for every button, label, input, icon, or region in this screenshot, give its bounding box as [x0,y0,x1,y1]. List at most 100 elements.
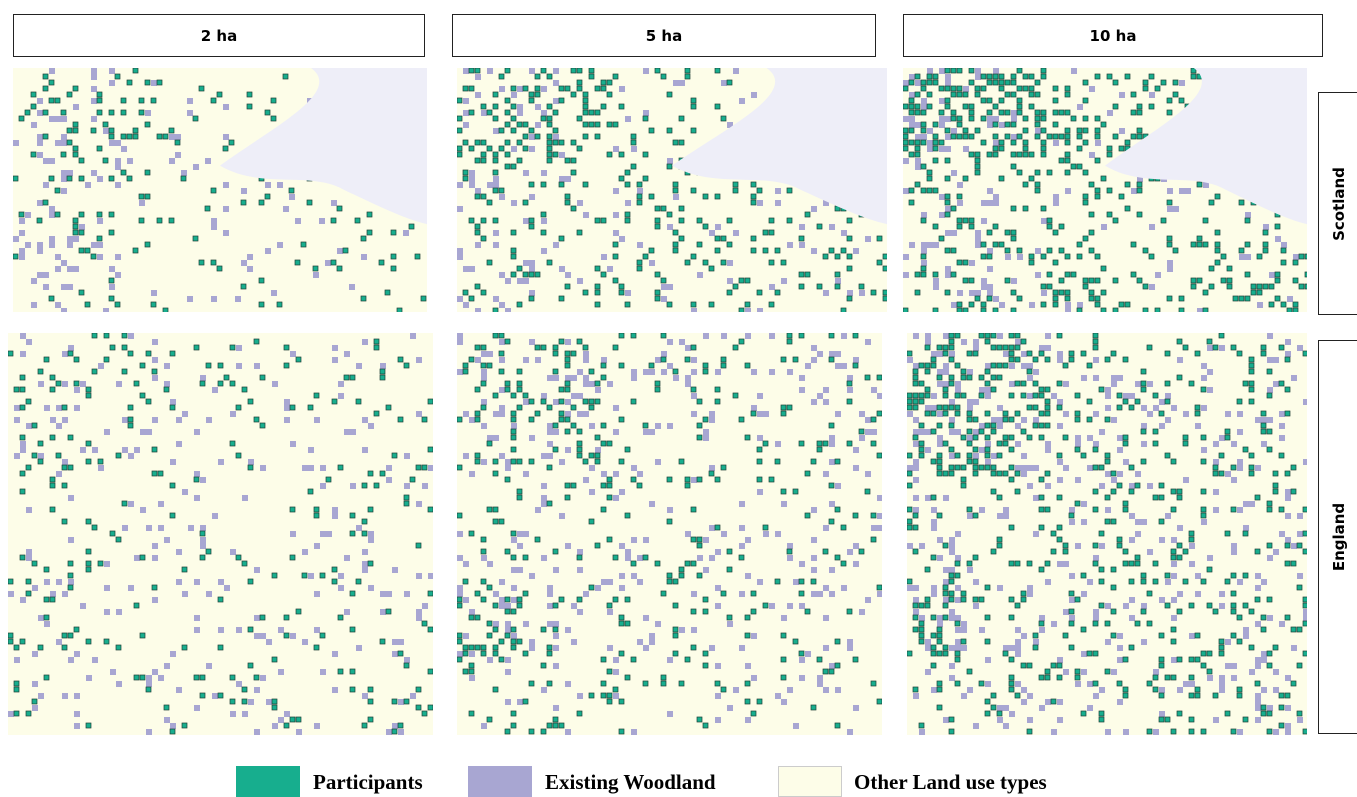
participant-cell [558,295,565,302]
participant-cell [726,79,733,86]
participant-cell [1200,650,1207,657]
participant-cell [960,476,967,483]
participant-cell [1182,578,1189,585]
participant-cell [540,68,547,74]
woodland-cell [14,453,20,459]
woodland-cell [1141,519,1147,525]
participant-cell [996,440,1003,447]
participant-cell [720,235,727,242]
woodland-cell [945,74,951,80]
participant-cell [984,338,991,345]
participant-cell [319,632,326,639]
participant-cell [930,632,937,639]
woodland-cell [535,122,541,128]
participant-cell [558,139,565,146]
woodland-cell [26,339,32,345]
woodland-cell [607,579,613,585]
woodland-cell [1171,615,1177,621]
participant-cell [217,692,224,699]
participant-cell [1038,386,1045,393]
participant-cell [1016,295,1023,302]
participant-cell [462,175,469,182]
participant-cell [306,199,313,206]
participant-cell [138,97,145,104]
participant-cell [780,404,787,411]
woodland-cell [811,206,817,212]
woodland-cell [939,122,945,128]
woodland-cell [727,260,733,266]
participant-cell [217,644,224,651]
participant-cell [1278,722,1285,729]
woodland-cell [919,615,925,621]
woodland-cell [241,260,247,266]
woodland-cell [613,495,619,501]
participant-cell [582,458,589,465]
woodland-cell [973,723,979,729]
participant-cell [457,151,463,158]
participant-cell [912,614,919,621]
participant-cell [1170,626,1177,633]
woodland-cell [1093,357,1099,363]
woodland-cell [811,507,817,513]
woodland-cell [97,176,103,182]
woodland-cell [913,585,919,591]
participant-cell [1248,362,1255,369]
participant-cell [373,410,380,417]
participant-cell [373,482,380,489]
woodland-cell [511,597,517,603]
participant-cell [570,205,577,212]
woodland-cell [284,711,290,717]
participant-cell [912,398,919,405]
woodland-cell [781,699,787,705]
woodland-cell [481,723,487,729]
participant-cell [930,428,937,435]
woodland-cell [55,140,61,146]
woodland-cell [1207,369,1213,375]
participant-cell [295,716,302,723]
participant-cell [594,398,601,405]
participant-cell [49,476,56,483]
participant-cell [1110,566,1117,573]
woodland-cell [49,236,55,242]
woodland-cell [799,242,805,248]
participant-cell [576,229,583,236]
participant-cell [936,452,943,459]
woodland-cell [817,591,823,597]
participant-cell [181,644,188,651]
participant-cell [474,68,481,74]
woodland-cell [685,375,691,381]
woodland-cell [1129,615,1135,621]
participant-cell [1170,554,1177,561]
participant-cell [540,211,547,218]
participant-cell [1116,392,1123,399]
participant-cell [846,440,853,447]
participant-cell [486,584,493,591]
participant-cell [1092,620,1099,627]
woodland-cell [1021,465,1027,471]
participant-cell [1046,133,1053,140]
participant-cell [998,109,1005,116]
woodland-cell [991,417,997,423]
participant-cell [954,650,961,657]
woodland-cell [116,681,122,687]
participant-cell [132,68,139,74]
participant-cell [468,644,475,651]
participant-cell [504,121,511,128]
participant-cell [1218,452,1225,459]
woodland-cell [1075,441,1081,447]
participant-cell [624,217,631,224]
participant-cell [492,157,499,164]
woodland-cell [1183,477,1189,483]
woodland-cell [649,429,655,435]
participant-cell [1020,428,1027,435]
woodland-cell [583,381,589,387]
participant-cell [48,295,55,302]
woodland-cell [481,555,487,561]
participant-cell [415,704,422,711]
woodland-cell [122,447,128,453]
woodland-cell [1255,465,1261,471]
woodland-cell [320,483,326,489]
woodland-cell [68,345,74,351]
participant-cell [1304,271,1307,278]
participant-cell [810,704,817,711]
